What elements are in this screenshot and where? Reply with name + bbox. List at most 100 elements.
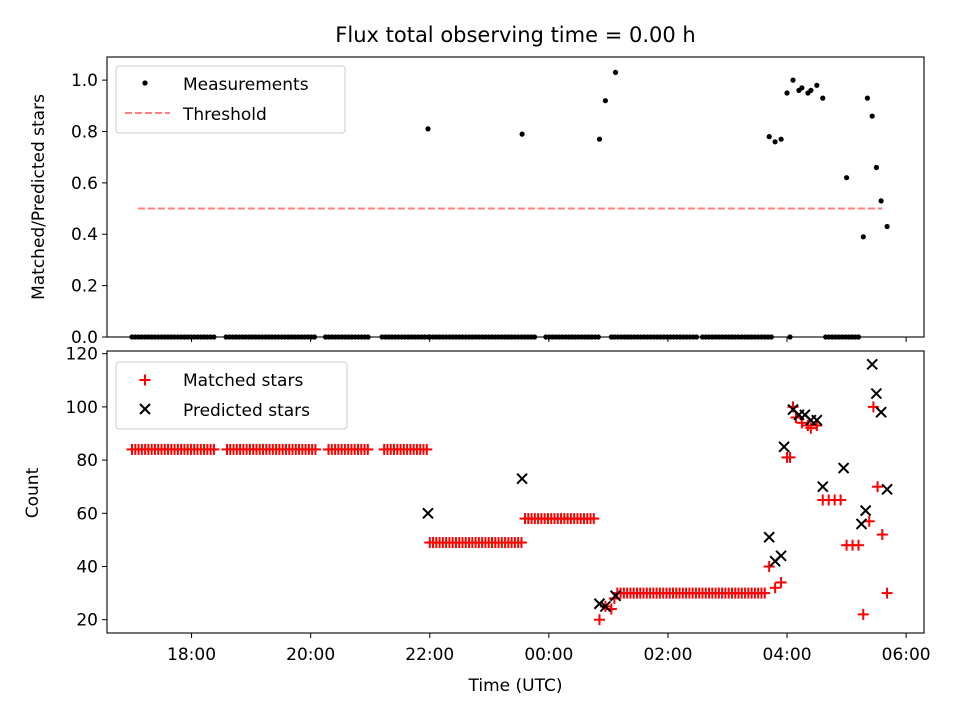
top-y-tick-label: 0.8 (71, 122, 98, 142)
matched-legend-marker (139, 374, 151, 386)
matched-point (515, 537, 527, 549)
matched-point (769, 582, 781, 594)
predicted-point (881, 483, 893, 496)
matched-point (309, 443, 321, 455)
matched-point (593, 614, 605, 626)
predicted-point (855, 518, 868, 530)
measurement-point (519, 131, 525, 137)
measurement-point (772, 139, 778, 145)
predicted-point (778, 441, 790, 453)
bottom-x-tick-label: 00:00 (524, 645, 573, 665)
predicted-point (763, 531, 775, 543)
top-y-tick-label: 0.6 (71, 174, 98, 194)
predicted-point (859, 504, 872, 517)
measurement-point (869, 113, 875, 119)
bottom-x-axis: 18:00 20:00 22:00 00:00 02:00 04:00 06:00 (167, 633, 931, 665)
matched-point (857, 608, 869, 620)
matched-point (759, 587, 771, 599)
measurement-point (814, 82, 820, 88)
measurement-point (884, 223, 890, 230)
bottom-y-tick-label: 60 (76, 504, 98, 524)
threshold-legend-label: Threshold (182, 105, 267, 125)
matched-point (208, 443, 220, 455)
measurement-point (873, 164, 880, 171)
predicted-point (593, 598, 606, 610)
predicted-point (811, 414, 823, 426)
bottom-x-tick-label: 20:00 (286, 645, 335, 665)
predicted-point (817, 480, 829, 493)
matched-point (835, 494, 847, 506)
top-legend: Measurements Threshold (115, 65, 346, 134)
bottom-x-tick-label: 18:00 (167, 645, 216, 665)
chart-title: Flux total observing time = 0.00 h (335, 23, 695, 47)
bottom-y-axis: 20 40 60 80 100 120 (66, 345, 107, 631)
bottom-y-tick-label: 120 (66, 345, 98, 365)
predicted-point (837, 462, 850, 474)
top-y-axis-label: Matched/Predicted stars (29, 94, 49, 300)
bottom-y-tick-label: 80 (76, 451, 98, 471)
matched-point (775, 576, 787, 588)
measurement-point (790, 77, 796, 83)
bottom-legend: Matched stars Predicted stars (115, 361, 348, 430)
measurement-point (878, 198, 884, 204)
predicted-point (516, 472, 528, 485)
matched-point (872, 481, 884, 493)
matched-point (863, 515, 875, 527)
x-axis-label: Time (UTC) (468, 676, 563, 696)
measurement-point (596, 136, 603, 142)
measurement-point (844, 175, 850, 181)
bottom-y-axis-label: Count (23, 467, 43, 518)
measurements-legend-label: Measurements (183, 75, 309, 95)
matched-point (362, 443, 374, 455)
top-panel: 0.0 0.2 0.4 0.6 0.8 1.0 Matched/Predicted sta… (29, 56, 925, 348)
top-y-axis: 0.0 0.2 0.4 0.6 0.8 1.0 (71, 71, 107, 348)
measurement-point (425, 126, 431, 132)
matched-point (852, 539, 864, 551)
bottom-y-tick-label: 40 (76, 557, 98, 577)
measurement-point (808, 87, 814, 93)
matched-point (763, 560, 775, 572)
predicted-point (599, 600, 612, 613)
measurement-point (864, 95, 871, 101)
measurements-legend-marker (142, 80, 148, 86)
predicted-legend-label: Predicted stars (183, 401, 310, 421)
matched-point (881, 587, 893, 599)
matched-point (805, 422, 817, 434)
measurement-point (778, 136, 784, 142)
measurement-point (766, 134, 772, 140)
predicted-point (609, 590, 622, 602)
bottom-x-tick-label: 02:00 (643, 645, 692, 665)
predicted-point (875, 406, 887, 418)
bottom-y-tick-label: 100 (66, 398, 98, 418)
measurement-point (820, 95, 826, 101)
bottom-y-tick-label: 20 (76, 611, 98, 631)
top-y-tick-label: 0.2 (71, 277, 98, 297)
matched-legend-label: Matched stars (183, 371, 303, 391)
top-legend-box (115, 65, 346, 134)
predicted-point (775, 550, 787, 562)
matched-point (588, 513, 600, 525)
top-y-tick-label: 1.0 (71, 71, 98, 91)
top-y-tick-label: 0.4 (71, 225, 98, 245)
predicted-legend-marker (139, 403, 151, 415)
bottom-axes-frame (106, 350, 925, 634)
bottom-panel: 20 40 60 80 100 120 18:00 20:00 22:00 00:00 02:00… (23, 345, 931, 696)
measurement-point (602, 98, 609, 104)
bottom-x-tick-label: 06:00 (882, 645, 931, 665)
matched-point (876, 529, 888, 541)
measurement-point (612, 69, 619, 75)
measurement-point (799, 85, 805, 91)
top-x-ticks (191, 337, 907, 342)
predicted-point (870, 387, 883, 400)
bottom-x-tick-label: 22:00 (405, 645, 454, 665)
bottom-x-tick-label: 04:00 (763, 645, 812, 665)
measurement-point (860, 234, 866, 240)
top-axes-frame (106, 56, 925, 338)
bottom-legend-box (115, 361, 348, 430)
predicted-point (866, 358, 878, 371)
matched-point (811, 419, 823, 431)
matched-point (784, 451, 796, 463)
top-y-tick-label: 0.0 (71, 328, 98, 348)
measurement-point (784, 90, 790, 96)
